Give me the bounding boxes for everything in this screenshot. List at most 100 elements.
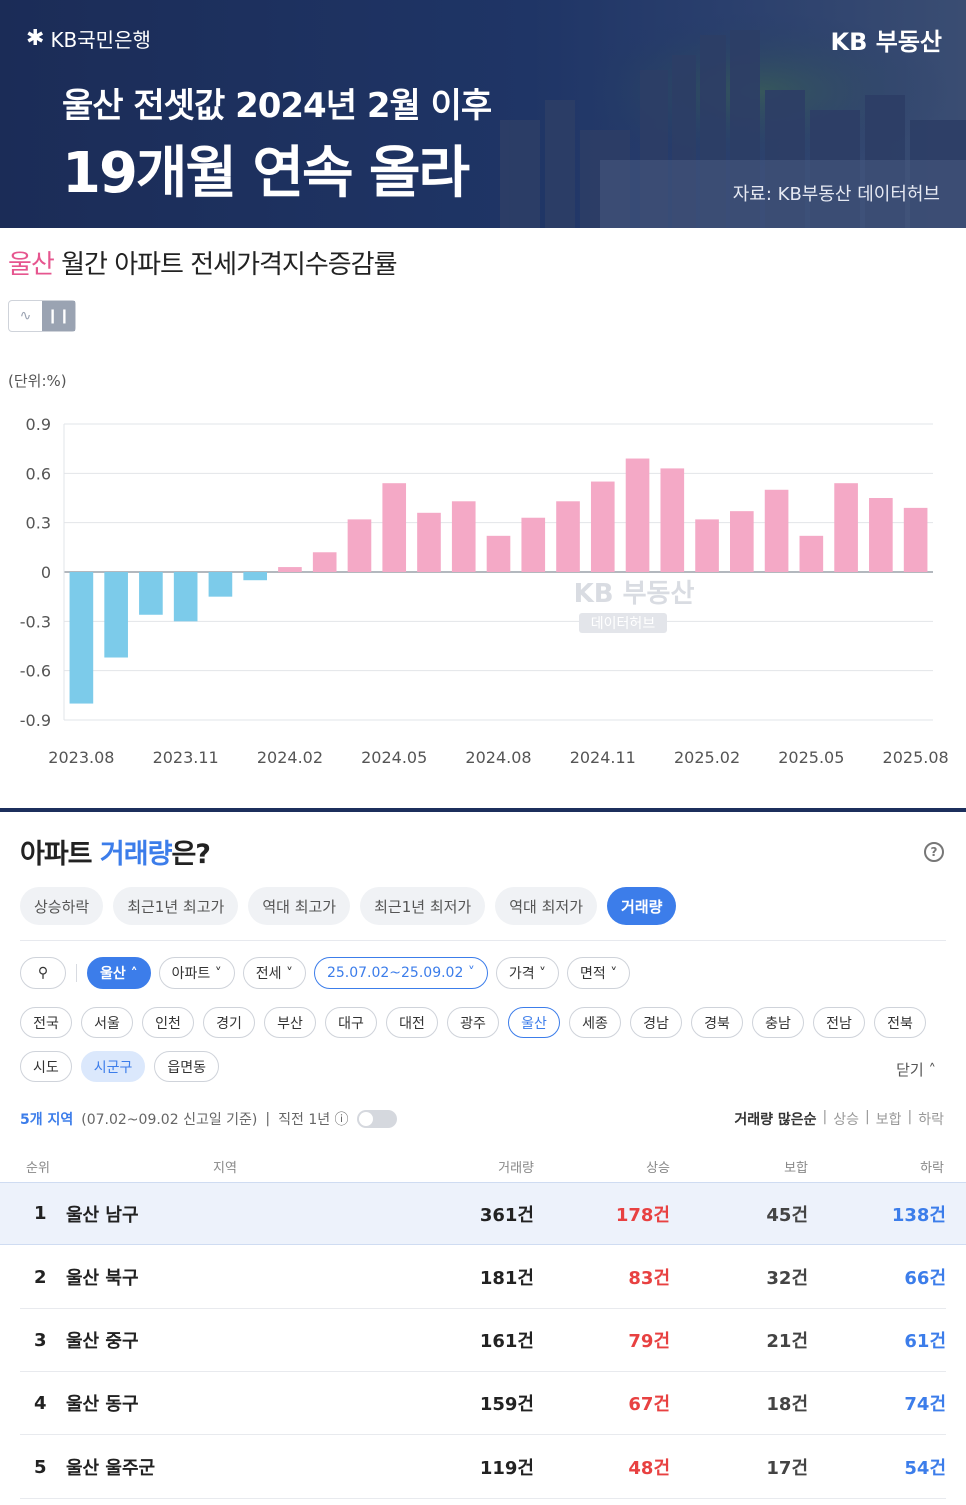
bar-2023.12[interactable] [208,572,233,597]
city-skyline-image [420,0,966,228]
search-button[interactable]: ⚲ [20,957,66,989]
bar-2025.03[interactable] [730,511,754,572]
bar-2024.02[interactable] [278,567,302,572]
region-chip[interactable]: 세종 [569,1007,621,1038]
bar-2023.08[interactable] [69,572,94,704]
bar-2023.10[interactable] [139,572,163,615]
sort-option[interactable]: 거래량 많은순 [734,1112,817,1128]
y-tick-label: 0.9 [26,415,51,434]
tab-4[interactable]: 역대 최저가 [495,887,598,925]
col-up: 상승 [646,1160,670,1176]
bar-2024.01[interactable] [243,572,267,581]
line-chart-icon[interactable]: ∿ [19,308,32,324]
level-chip[interactable]: 시도 [20,1051,72,1082]
region-chip[interactable]: 경북 [691,1007,743,1038]
period-filter[interactable]: 25.07.02~25.09.02 ˅ [313,957,488,989]
kb-star-icon: ✱ [26,26,45,51]
sort-option[interactable]: 상승 [833,1112,860,1128]
chart-title-region: 울산 [8,250,55,280]
tab-3[interactable]: 최근1년 최저가 [360,887,486,925]
region-chip[interactable]: 서울 [81,1007,133,1038]
region-chip[interactable]: 울산 [508,1007,560,1038]
flat-cell: 17건 [766,1458,808,1479]
table-row[interactable]: 5 울산 울주군 119건 48건 17건 54건 [20,1436,946,1499]
flat-cell: 18건 [766,1394,808,1415]
rank-cell: 4 [34,1392,47,1414]
volume-cell: 119건 [479,1458,534,1479]
x-tick-label: 2024.05 [361,748,427,767]
deal-type-filter[interactable]: 전세 ˅ [242,957,306,989]
meta-separator: | [265,1111,271,1127]
bar-2024.12[interactable] [625,458,650,572]
sort-option[interactable]: 보합 [875,1112,902,1128]
tab-1[interactable]: 최근1년 최고가 [113,887,239,925]
close-filter-button[interactable]: 닫기 ˄ [896,1061,936,1079]
bar-2025.01[interactable] [660,468,685,572]
bar-2024.05[interactable] [382,483,407,572]
bar-2024.07[interactable] [451,501,476,572]
region-chip[interactable]: 전남 [813,1007,865,1038]
sort-option[interactable]: 하락 [918,1112,944,1128]
down-cell: 138건 [891,1204,946,1226]
rank-cell: 5 [34,1456,47,1478]
bar-2025.05[interactable] [799,535,824,572]
bar-2023.11[interactable] [173,572,198,622]
logo-text: KB국민은행 [50,28,151,52]
region-chip[interactable]: 인천 [142,1007,194,1038]
col-flat: 보합 [784,1160,808,1176]
bar-2024.09[interactable] [521,517,546,572]
date-basis: (07.02~09.02 신고일 기준) [81,1112,258,1128]
bar-2024.10[interactable] [556,501,580,572]
table-row[interactable]: 3 울산 중구 161건 79건 21건 61건 [20,1309,946,1372]
up-cell: 178건 [615,1204,670,1226]
help-icon[interactable]: ? [924,842,944,862]
property-type-filter[interactable]: 아파트 ˅ [158,957,235,989]
bar-2024.06[interactable] [417,512,441,572]
prev-year-toggle[interactable] [356,1110,397,1128]
x-tick-label: 2023.08 [48,748,114,767]
bar-2025.08[interactable] [903,507,928,572]
region-chip[interactable]: 대구 [325,1007,377,1038]
region-chip[interactable]: 전국 [20,1007,72,1038]
bar-2024.03[interactable] [312,552,337,572]
level-chip[interactable]: 읍면동 [154,1051,220,1082]
bar-2025.07[interactable] [869,498,893,572]
table-row[interactable]: 4 울산 동구 159건 67건 18건 74건 [20,1372,946,1435]
area-filter[interactable]: 면적 ˅ [567,957,631,989]
table-row[interactable]: 2 울산 북구 181건 83건 32건 66건 [20,1246,946,1309]
region-chip[interactable]: 경기 [203,1007,255,1038]
level-chip[interactable]: 시군구 [80,1051,146,1082]
bar-2024.11[interactable] [590,481,615,572]
tab-5[interactable]: 거래량 [607,887,677,925]
down-cell: 74건 [904,1394,946,1415]
bar-2025.02[interactable] [695,519,719,572]
region-chip[interactable]: 대전 [386,1007,438,1038]
bar-2025.06[interactable] [834,483,858,572]
region-cell: 울산 남구 [66,1204,139,1226]
bar-2023.09[interactable] [104,572,128,658]
sort-separator: | [865,1109,870,1125]
tab-2[interactable]: 역대 최고가 [248,887,351,925]
watermark-subtitle: 데이터허브 [591,616,656,632]
region-chip[interactable]: 전북 [874,1007,926,1038]
table-row[interactable]: 1 울산 남구 361건 178건 45건 138건 [0,1182,966,1245]
region-filter[interactable]: 울산 ˄ [87,957,151,989]
bar-chart-icon[interactable]: ❙❙ [42,301,75,331]
up-cell: 67건 [628,1394,670,1415]
bar-2024.08[interactable] [486,535,511,572]
rank-cell: 1 [34,1203,47,1224]
region-cell: 울산 중구 [66,1331,139,1352]
bar-2025.04[interactable] [764,489,789,572]
region-chip[interactable]: 광주 [447,1007,499,1038]
region-chip[interactable]: 부산 [264,1007,316,1038]
tab-0[interactable]: 상승하락 [20,887,104,925]
down-cell: 66건 [904,1268,946,1289]
chart-type-toggle[interactable]: ∿ ❙❙ [8,300,76,332]
bar-2024.04[interactable] [347,519,372,572]
region-chip[interactable]: 경남 [630,1007,682,1038]
watermark-title: KB 부동산 [574,579,695,609]
y-tick-label: -0.6 [20,662,51,681]
headline-line-2: 19개월 연속 올라 [62,141,470,206]
region-chip[interactable]: 충남 [752,1007,804,1038]
price-filter[interactable]: 가격 ˅ [495,957,560,989]
